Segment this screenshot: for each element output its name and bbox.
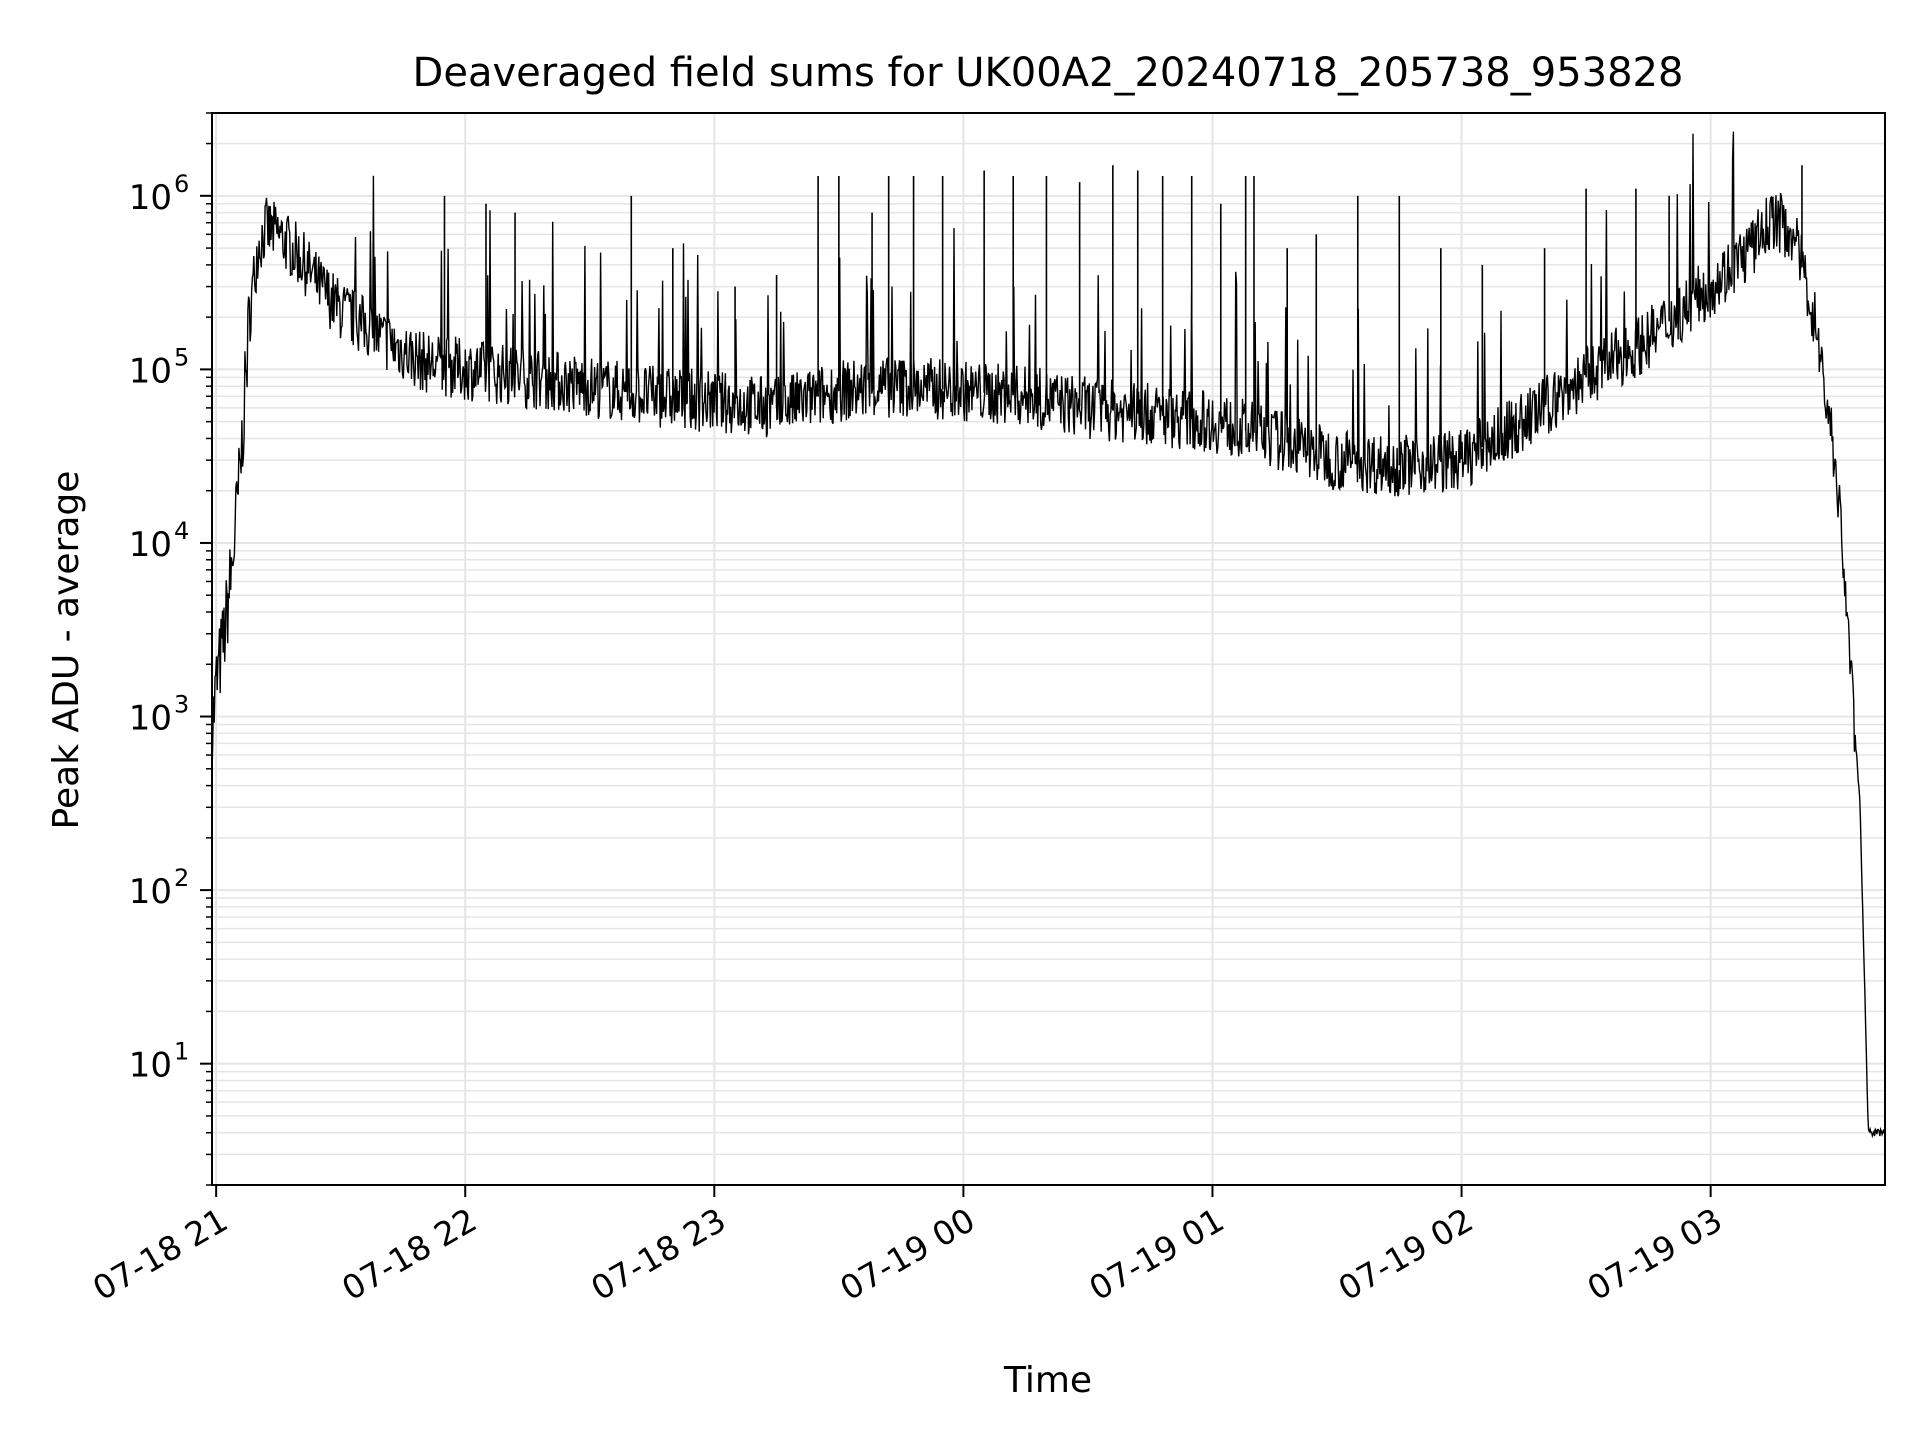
y-tick-exponent: 3 — [174, 691, 189, 719]
y-axis-label: Peak ADU - average — [46, 471, 87, 830]
y-tick-base: 10 — [129, 1046, 172, 1086]
chart-title: Deaveraged field sums for UK00A2_2024071… — [413, 50, 1684, 96]
y-tick-base: 10 — [129, 351, 172, 391]
y-tick-label: 10 1 — [129, 1038, 190, 1086]
y-tick-label: 10 4 — [129, 517, 190, 565]
y-tick-base: 10 — [129, 525, 172, 565]
y-tick-exponent: 5 — [174, 343, 189, 371]
series-layer — [211, 131, 1885, 1139]
y-tick-exponent: 2 — [174, 864, 189, 892]
y-tick-label: 10 3 — [129, 691, 190, 739]
y-tick-exponent: 6 — [174, 170, 189, 198]
y-tick-exponent: 1 — [174, 1038, 189, 1066]
plot-frame — [211, 112, 1886, 1186]
x-axis-label: Time — [1003, 1360, 1092, 1401]
y-tick-base: 10 — [129, 699, 172, 739]
y-tick-label: 10 2 — [129, 864, 190, 912]
y-tick-label: 10 5 — [129, 343, 190, 391]
grid — [212, 112, 1885, 1186]
y-tick-exponent: 4 — [174, 517, 189, 545]
y-tick-base: 10 — [129, 872, 172, 912]
series-line — [211, 131, 1885, 1139]
y-tick-base: 10 — [129, 178, 172, 218]
y-tick-label: 10 6 — [129, 170, 190, 218]
